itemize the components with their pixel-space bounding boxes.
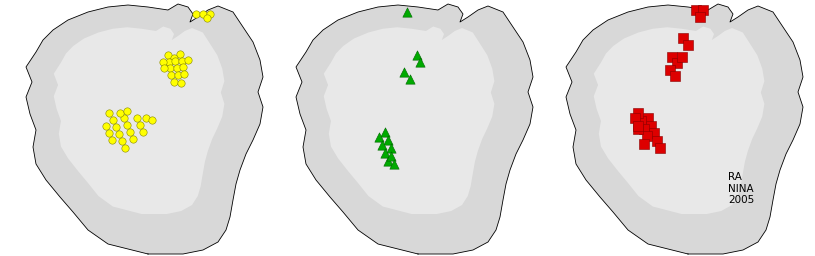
Point	[136, 130, 149, 134]
Point	[170, 66, 183, 70]
Point	[635, 119, 648, 123]
Point	[161, 53, 174, 57]
Point	[628, 116, 641, 120]
Point	[381, 138, 394, 142]
Point	[162, 60, 175, 64]
Point	[376, 143, 389, 147]
Point	[177, 65, 190, 69]
Polygon shape	[566, 4, 803, 254]
Point	[204, 12, 217, 16]
Point	[668, 74, 681, 78]
Point	[385, 146, 398, 150]
Point	[109, 125, 122, 129]
Point	[637, 127, 650, 131]
Point	[167, 56, 180, 60]
Point	[697, 8, 710, 12]
Point	[139, 116, 152, 120]
Point	[385, 154, 398, 158]
Point	[378, 151, 391, 155]
Point	[99, 124, 112, 128]
Polygon shape	[296, 4, 533, 254]
Point	[632, 111, 645, 115]
Point	[105, 138, 118, 142]
Point	[641, 116, 654, 120]
Point	[632, 124, 645, 128]
Polygon shape	[324, 27, 495, 214]
Point	[378, 130, 391, 134]
Point	[112, 132, 126, 136]
Polygon shape	[26, 4, 263, 254]
Point	[411, 53, 424, 57]
Point	[681, 43, 694, 47]
Point	[676, 36, 689, 40]
Point	[637, 142, 650, 146]
Point	[196, 12, 209, 16]
Point	[164, 66, 177, 70]
Point	[689, 8, 703, 12]
Point	[175, 59, 188, 63]
Point	[146, 118, 159, 122]
Point	[189, 12, 202, 16]
Point	[178, 72, 191, 76]
Point	[671, 61, 684, 65]
Point	[117, 116, 130, 120]
Point	[647, 131, 660, 135]
Point	[641, 134, 654, 138]
Point	[663, 68, 676, 72]
Point	[165, 73, 178, 77]
Point	[124, 130, 137, 134]
Polygon shape	[594, 27, 764, 214]
Text: RA
NINA
2005: RA NINA 2005	[728, 172, 754, 205]
Point	[650, 139, 663, 143]
Point	[676, 55, 689, 59]
Point	[632, 127, 645, 131]
Point	[103, 131, 116, 135]
Point	[200, 16, 214, 20]
Point	[103, 111, 116, 115]
Point	[403, 77, 416, 81]
Point	[167, 80, 180, 84]
Point	[400, 10, 413, 14]
Point	[654, 146, 667, 150]
Point	[413, 60, 426, 64]
Point	[169, 59, 182, 63]
Point	[645, 124, 658, 128]
Point	[694, 15, 707, 19]
Point	[118, 146, 131, 150]
Point	[182, 58, 195, 62]
Point	[387, 162, 400, 166]
Point	[126, 137, 139, 141]
Point	[130, 116, 143, 120]
Point	[174, 81, 187, 85]
Point	[121, 109, 134, 113]
Point	[116, 139, 129, 143]
Point	[121, 123, 134, 127]
Point	[372, 135, 385, 139]
Point	[398, 70, 411, 74]
Point	[174, 52, 187, 56]
Point	[113, 111, 126, 115]
Point	[157, 66, 170, 70]
Point	[107, 118, 120, 122]
Point	[134, 123, 147, 127]
Point	[666, 55, 679, 59]
Point	[381, 159, 394, 163]
Point	[171, 73, 184, 77]
Polygon shape	[54, 27, 224, 214]
Point	[156, 60, 170, 64]
